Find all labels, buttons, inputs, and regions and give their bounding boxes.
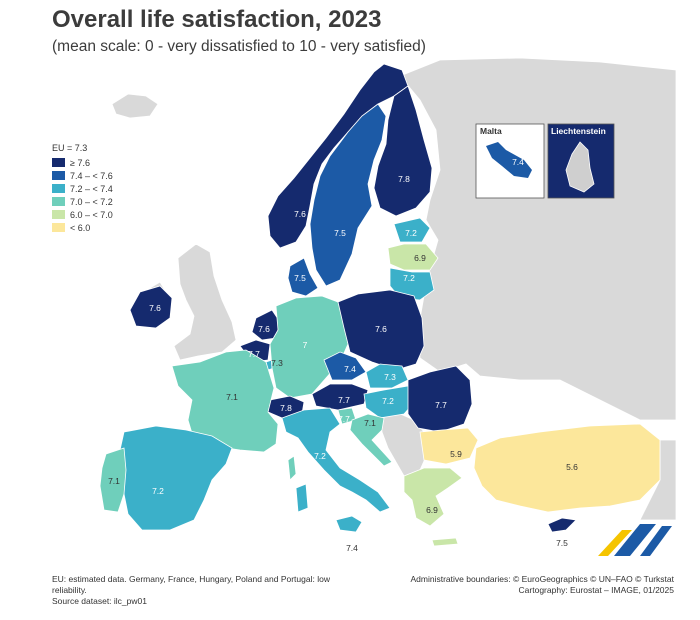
country-ireland [129, 285, 173, 329]
liechtenstein-shape [565, 141, 595, 193]
footer-cartography: Cartography: Eurostat – IMAGE, 01/2025 [518, 585, 674, 595]
legend-swatch [52, 210, 65, 219]
label-hungary: 7.2 [382, 396, 394, 406]
legend: EU = 7.3 ≥ 7.6 7.4 – < 7.6 7.2 – < 7.4 7… [52, 143, 113, 234]
malta-shape [486, 142, 532, 178]
label-france: 7.1 [226, 392, 238, 402]
legend-item: 7.0 – < 7.2 [52, 195, 113, 208]
country-bulgaria [419, 427, 479, 465]
country-estonia [393, 217, 431, 243]
legend-label: 7.4 – < 7.6 [70, 170, 113, 181]
label-finland: 7.8 [398, 174, 410, 184]
label-romania: 7.7 [435, 400, 447, 410]
country-turkey [473, 423, 661, 513]
country-poland [337, 289, 425, 371]
eu-countries [99, 63, 661, 547]
label-spain: 7.2 [152, 486, 164, 496]
label-lithuania: 7.2 [403, 273, 415, 283]
inset-malta: Malta 7.4 [475, 123, 545, 199]
legend-swatch [52, 223, 65, 232]
label-bulgaria: 5.9 [450, 449, 462, 459]
label-norway: 7.6 [294, 209, 306, 219]
legend-item: < 6.0 [52, 221, 113, 234]
country-portugal [99, 447, 127, 513]
country-france [171, 349, 279, 453]
label-portugal: 7.1 [108, 476, 120, 486]
legend-item: 7.4 – < 7.6 [52, 169, 113, 182]
country-spain [117, 425, 233, 531]
legend-swatch [52, 184, 65, 193]
legend-eu-value: EU = 7.3 [52, 143, 88, 153]
country-cyprus [547, 517, 577, 533]
footer-boundaries: Administrative boundaries: © EuroGeograp… [410, 574, 674, 584]
inset-liechtenstein-title: Liechtenstein [551, 126, 606, 136]
country-romania [407, 365, 473, 433]
country-lithuania [389, 267, 435, 301]
label-slovakia: 7.3 [384, 372, 396, 382]
label-switzerland: 7.8 [280, 403, 292, 413]
legend-swatch [52, 171, 65, 180]
label-luxembourg: 7.3 [271, 358, 283, 368]
label-ireland: 7.6 [149, 303, 161, 313]
country-finland [373, 85, 433, 217]
legend-swatch [52, 197, 65, 206]
country-crete [431, 537, 459, 547]
legend-item: 6.0 – < 7.0 [52, 208, 113, 221]
country-greece [403, 467, 463, 527]
label-turkey: 5.6 [566, 462, 578, 472]
label-netherlands: 7.6 [258, 324, 270, 334]
inset-liechtenstein: Liechtenstein [547, 123, 615, 199]
legend-label: < 6.0 [70, 222, 91, 233]
label-greece: 6.9 [426, 505, 438, 515]
eurostat-logo [598, 524, 672, 556]
country-croatia [349, 413, 393, 467]
country-sweden [309, 103, 387, 287]
footer-credits: Administrative boundaries: © EuroGeograp… [410, 574, 674, 596]
legend-item: ≥ 7.6 [52, 156, 113, 169]
inset-malta-title: Malta [480, 126, 502, 136]
label-austria: 7.7 [338, 395, 350, 405]
label-estonia: 7.2 [405, 228, 417, 238]
label-croatia: 7.1 [364, 418, 376, 428]
footer-note-estimated: EU: estimated data. Germany, France, Hun… [52, 574, 330, 595]
country-norway [267, 63, 409, 249]
label-italy: 7.2 [314, 451, 326, 461]
page-title: Overall life satisfaction, 2023 [52, 6, 382, 33]
country-latvia [387, 243, 439, 271]
legend-label: 6.0 – < 7.0 [70, 209, 113, 220]
footer-source: Source dataset: ilc_pw01 [52, 596, 147, 606]
label-germany: 7 [303, 340, 308, 350]
label-denmark: 7.5 [294, 273, 306, 283]
legend-item: 7.2 – < 7.4 [52, 182, 113, 195]
label-malta-main: 7.4 [346, 543, 358, 553]
legend-swatch [52, 158, 65, 167]
country-sicily [335, 515, 363, 533]
value-labels: 7.8 7.6 7.5 7.5 7.6 7.2 6.9 7.2 7.6 7.7 … [108, 174, 578, 553]
inset-malta-value: 7.4 [512, 157, 524, 167]
footer-notes: EU: estimated data. Germany, France, Hun… [52, 574, 342, 607]
label-czechia: 7.4 [344, 364, 356, 374]
legend-label: ≥ 7.6 [70, 157, 90, 168]
label-slovenia: 7.7 [338, 414, 350, 424]
legend-label: 7.2 – < 7.4 [70, 183, 113, 194]
label-sweden: 7.5 [334, 228, 346, 238]
legend-label: 7.0 – < 7.2 [70, 196, 113, 207]
country-corsica [287, 455, 297, 481]
label-belgium: 7.7 [248, 349, 260, 359]
label-cyprus: 7.5 [556, 538, 568, 548]
label-poland: 7.6 [375, 324, 387, 334]
page-subtitle: (mean scale: 0 - very dissatisfied to 10… [52, 38, 426, 55]
country-italy [281, 407, 391, 513]
country-denmark [287, 257, 319, 297]
label-latvia: 6.9 [414, 253, 426, 263]
country-germany [269, 295, 349, 399]
country-sardinia [295, 483, 309, 513]
